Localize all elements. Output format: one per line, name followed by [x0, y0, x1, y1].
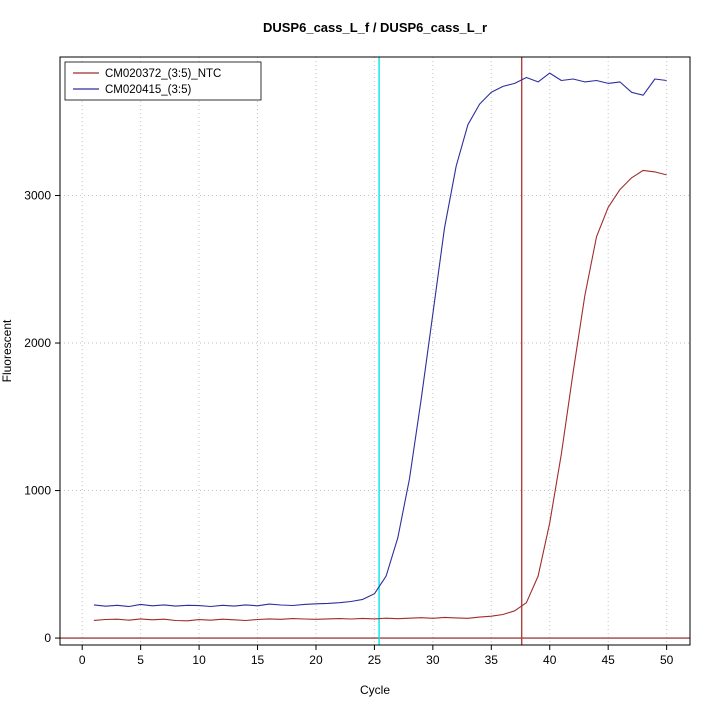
x-tick-label: 0	[79, 653, 86, 667]
legend-entry-label: CM020415_(3:5)	[105, 84, 191, 96]
x-axis-label: Cycle	[359, 683, 390, 697]
legend-entry-label: CM020372_(3:5)_NTC	[105, 68, 221, 80]
x-tick-label: 25	[368, 653, 382, 667]
y-tick-label: 2000	[24, 336, 51, 350]
x-tick-label: 5	[137, 653, 144, 667]
chart-title: DUSP6_cass_L_f / DUSP6_cass_L_r	[262, 20, 488, 35]
x-tick-label: 30	[426, 653, 440, 667]
series-curve	[93, 169, 667, 622]
plot-border	[59, 56, 691, 646]
x-tick-label: 10	[192, 653, 206, 667]
y-tick-label: 1000	[24, 484, 51, 498]
x-tick-label: 35	[485, 653, 499, 667]
series-curve	[93, 72, 667, 608]
x-tick-label: 20	[309, 653, 323, 667]
y-tick-label: 3000	[24, 189, 51, 203]
y-tick-label: 0	[44, 631, 51, 645]
x-tick-label: 15	[251, 653, 265, 667]
x-tick-label: 45	[602, 653, 616, 667]
legend-box	[64, 61, 262, 101]
x-tick-label: 50	[660, 653, 674, 667]
x-tick-label: 40	[543, 653, 557, 667]
